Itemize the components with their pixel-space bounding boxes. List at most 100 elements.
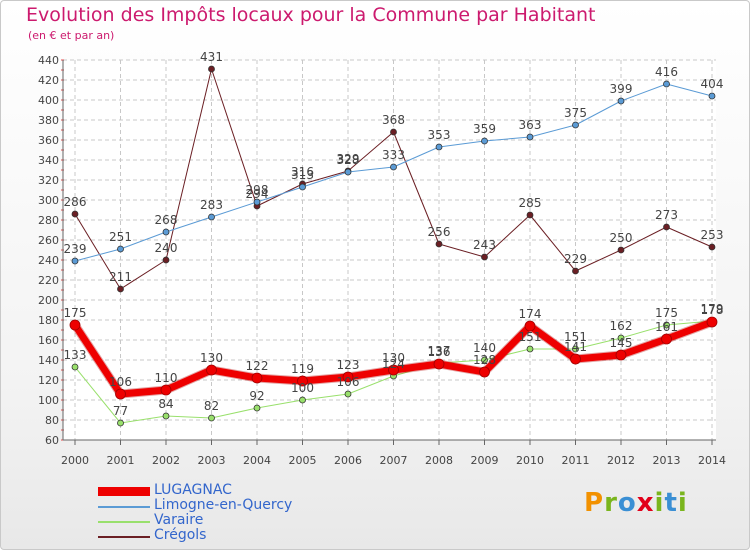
data-label-cregols: 368 (382, 113, 405, 127)
logo-letter: o (617, 488, 637, 518)
data-point-cregols (117, 285, 124, 293)
data-label-lugagnac: 136 (428, 345, 451, 359)
y-tick-label: 280 (38, 214, 59, 227)
data-label-limogne-en-quercy: 283 (200, 198, 223, 212)
data-point-limogne-en-quercy (208, 213, 215, 221)
data-point-varaire (162, 412, 170, 420)
legend-swatch (98, 487, 150, 496)
x-tick-label: 2011 (562, 454, 590, 467)
data-label-cregols: 250 (610, 231, 633, 245)
data-label-varaire: 140 (473, 341, 496, 355)
data-label-limogne-en-quercy: 399 (610, 82, 633, 96)
data-point-limogne-en-quercy (617, 97, 625, 105)
data-point-lugagnac (524, 320, 536, 332)
data-label-limogne-en-quercy: 333 (382, 148, 405, 162)
y-tick-label: 320 (38, 174, 59, 187)
data-point-lugagnac (206, 364, 217, 376)
data-point-cregols (572, 267, 579, 275)
y-tick-label: 80 (45, 414, 59, 427)
x-tick-label: 2006 (334, 454, 362, 467)
proxiti-logo: Proxiti (584, 488, 688, 518)
data-point-lugagnac (433, 358, 445, 370)
y-tick-label: 340 (38, 154, 59, 167)
y-tick-label: 140 (38, 354, 59, 367)
legend-swatch (98, 536, 150, 538)
x-tick-label: 2013 (653, 454, 681, 467)
data-label-varaire: 133 (64, 348, 87, 362)
legend-label: Crégols (154, 527, 207, 543)
data-label-cregols: 286 (64, 195, 87, 209)
logo-letter: t (664, 488, 678, 518)
x-tick-label: 2004 (243, 454, 271, 467)
y-tick-label: 400 (38, 94, 59, 107)
y-tick-label: 240 (38, 254, 59, 267)
data-point-varaire (208, 414, 215, 422)
data-point-lugagnac (661, 333, 672, 345)
data-label-cregols: 229 (564, 252, 587, 266)
data-label-limogne-en-quercy: 298 (246, 183, 269, 197)
data-point-lugagnac (297, 375, 308, 387)
data-label-limogne-en-quercy: 416 (655, 65, 678, 79)
data-label-cregols: 285 (519, 196, 542, 210)
data-label-cregols: 211 (109, 270, 132, 284)
data-point-varaire (663, 321, 670, 329)
data-label-limogne-en-quercy: 404 (701, 77, 724, 91)
data-label-varaire: 137 (428, 344, 451, 358)
y-tick-label: 60 (45, 434, 59, 447)
data-label-limogne-en-quercy: 268 (155, 213, 178, 227)
data-label-limogne-en-quercy: 251 (109, 230, 132, 244)
y-tick-label: 120 (38, 374, 59, 387)
data-point-lugagnac (115, 388, 126, 400)
data-label-varaire: 151 (564, 330, 587, 344)
data-label-lugagnac: 130 (382, 351, 405, 365)
data-point-varaire (617, 334, 625, 342)
data-point-cregols (208, 65, 215, 73)
data-label-cregols: 240 (155, 241, 178, 255)
chart-subtitle: (en € et par an) (28, 29, 115, 42)
data-point-lugagnac (342, 371, 354, 383)
legend-item: LUGAGNAC (98, 482, 428, 499)
plot-area (63, 60, 716, 440)
data-point-cregols (162, 256, 170, 264)
data-point-varaire (481, 356, 488, 364)
legend-item: Varaire (98, 512, 428, 529)
data-label-lugagnac: 110 (155, 371, 178, 385)
y-tick-label: 300 (38, 194, 59, 207)
data-label-varaire: 124 (382, 357, 405, 371)
legend-label: LUGAGNAC (154, 482, 232, 498)
data-point-cregols (481, 253, 488, 261)
legend: LUGAGNAC Limogne-en-Quercy Varaire Crégols (98, 482, 428, 544)
data-point-limogne-en-quercy (299, 183, 306, 191)
data-point-lugagnac (615, 349, 627, 361)
data-label-lugagnac: 119 (291, 362, 314, 376)
x-tick-label: 2005 (289, 454, 317, 467)
data-label-varaire: 151 (519, 330, 542, 344)
y-tick-label: 360 (38, 134, 59, 147)
data-label-lugagnac: 178 (701, 303, 724, 317)
data-point-cregols (526, 211, 534, 219)
data-label-varaire: 175 (655, 306, 678, 320)
data-point-limogne-en-quercy (162, 228, 170, 236)
data-label-cregols: 329 (337, 152, 360, 166)
data-point-limogne-en-quercy (117, 245, 124, 253)
y-tick-label: 260 (38, 234, 59, 247)
data-point-varaire (344, 390, 352, 398)
logo-letter: i (677, 488, 688, 518)
data-point-cregols (71, 210, 79, 218)
data-label-cregols: 273 (655, 208, 678, 222)
y-tick-label: 180 (38, 314, 59, 327)
data-label-varaire: 92 (249, 389, 264, 403)
data-point-limogne-en-quercy (253, 198, 261, 206)
data-point-cregols (663, 223, 670, 231)
legend-label: Limogne-en-Quercy (154, 497, 293, 513)
data-label-varaire: 106 (337, 375, 360, 389)
data-point-cregols (435, 240, 443, 248)
data-label-cregols: 243 (473, 238, 496, 252)
data-label-limogne-en-quercy: 239 (64, 242, 87, 256)
logo-letter: P (584, 488, 605, 518)
data-label-varaire: 100 (291, 381, 314, 395)
data-point-limogne-en-quercy (708, 92, 716, 100)
data-label-cregols: 316 (291, 165, 314, 179)
y-tick-label: 420 (38, 74, 59, 87)
